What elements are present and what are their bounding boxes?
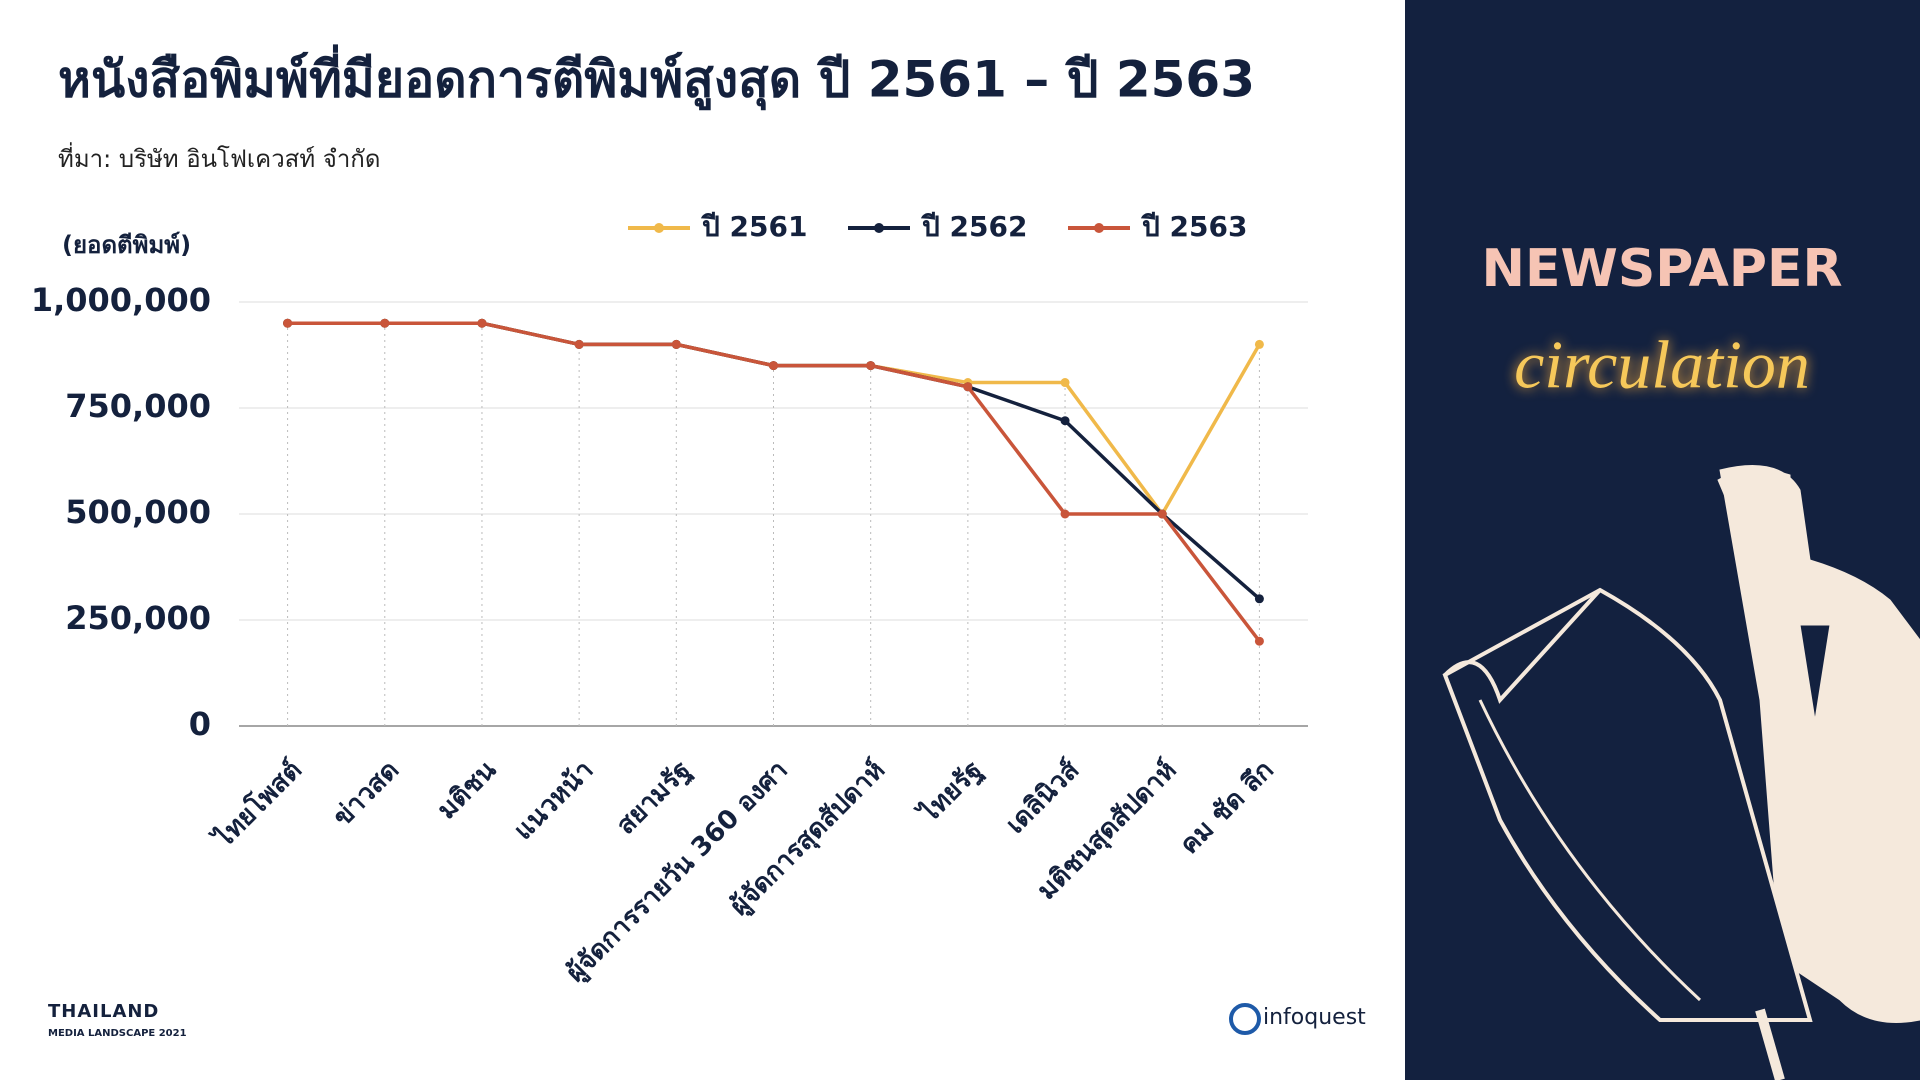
y-tick-label: 1,000,000 xyxy=(31,281,211,319)
x-tick-label: เดลินิวส์ xyxy=(1000,754,1086,840)
logo-icon xyxy=(1229,1003,1261,1035)
footer-logo: infoquest xyxy=(1263,1005,1366,1030)
point xyxy=(671,339,681,349)
point xyxy=(380,318,390,328)
y-tick-label: 250,000 xyxy=(65,599,211,637)
legend-label: ปี 2563 xyxy=(1140,210,1247,243)
y-axis-label: (ยอดตีพิมพ์) xyxy=(62,231,191,259)
panel-script: circulation xyxy=(1514,327,1810,403)
x-tick-label: ไทยรัฐ xyxy=(911,754,989,832)
point xyxy=(1060,416,1070,426)
point xyxy=(1254,636,1264,646)
point xyxy=(1060,509,1070,519)
footer-brand: THAILAND xyxy=(48,1001,159,1022)
chart-title: หนังสือพิมพ์ที่มียอดการตีพิมพ์สูงสุด ปี … xyxy=(58,45,1255,111)
legend-dot xyxy=(874,223,884,233)
x-tick-label: ข่าวสด xyxy=(327,755,405,833)
footer-edition: MEDIA LANDSCAPE 2021 xyxy=(48,1028,187,1039)
chart-subtitle: ที่มา: บริษัท อินโฟเควสท์ จำกัด xyxy=(58,142,380,173)
y-tick-label: 0 xyxy=(189,705,211,743)
y-tick-label: 500,000 xyxy=(65,493,211,531)
legend-label: ปี 2562 xyxy=(920,210,1027,243)
x-tick-label: แนวหน้า xyxy=(508,755,599,846)
x-tick-label: มติชน xyxy=(432,755,502,825)
point xyxy=(963,382,973,392)
x-tick-label: ไทยโพสต์ xyxy=(206,754,308,856)
legend-dot xyxy=(1094,223,1104,233)
point xyxy=(866,361,876,371)
legend-dot xyxy=(654,223,664,233)
y-tick-label: 750,000 xyxy=(65,387,211,425)
legend-label: ปี 2561 xyxy=(700,210,807,243)
point xyxy=(283,318,293,328)
x-tick-label: สยามรัฐ xyxy=(611,755,698,842)
illustration xyxy=(1442,465,1920,1082)
point xyxy=(477,318,487,328)
panel-heading: NEWSPAPER xyxy=(1481,239,1842,299)
point xyxy=(769,361,778,371)
point xyxy=(1254,594,1264,604)
point xyxy=(1060,378,1070,388)
point xyxy=(1254,339,1264,349)
x-tick-label: คม ชัด ลึก xyxy=(1174,755,1279,860)
point xyxy=(574,339,584,349)
point xyxy=(1157,509,1167,519)
